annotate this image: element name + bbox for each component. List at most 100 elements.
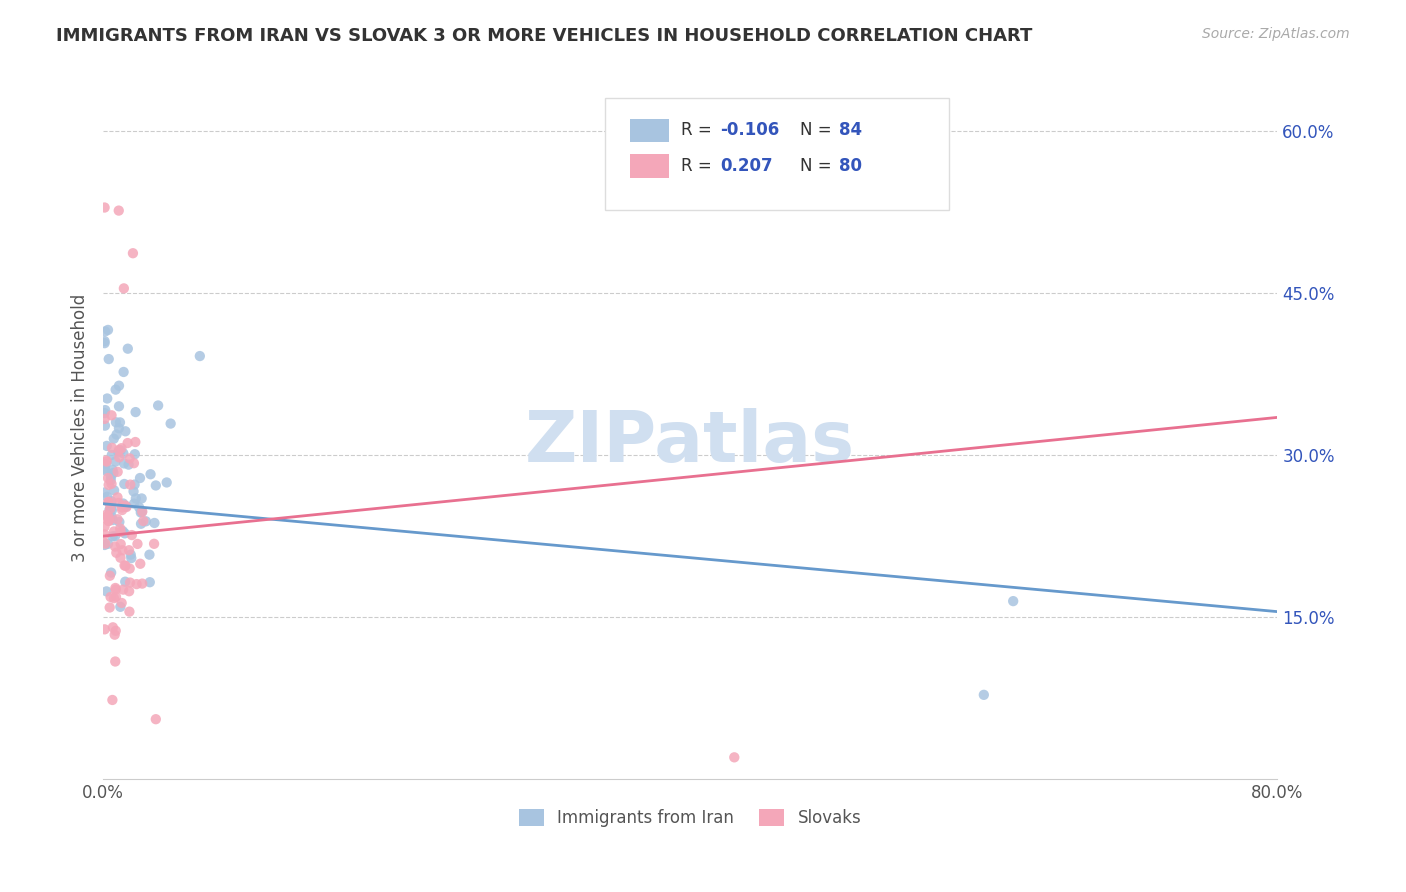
Point [100,509,122,524]
Point [93,412,115,426]
Point [110,537,132,551]
Point [108,421,131,435]
Point [114,558,136,573]
Point [111,503,134,517]
Point [107,203,129,218]
Point [104,540,127,554]
Point [111,596,134,610]
Point [104,529,127,543]
Point [122,246,145,260]
Text: ZIPatlas: ZIPatlas [526,408,855,476]
Point [100,590,122,604]
Point [120,548,142,562]
Point [124,435,146,450]
Point [104,655,127,669]
Point [101,513,124,527]
Point [96,490,118,504]
Point [118,575,141,590]
Text: -0.106: -0.106 [720,121,779,139]
Point [101,529,124,543]
Point [139,575,162,590]
Point [104,624,127,638]
Point [127,537,149,551]
Point [104,454,127,468]
Point [156,475,179,490]
Point [131,505,153,519]
Point [124,447,146,461]
Point [112,496,135,510]
Point [93,406,115,420]
Point [94,536,117,550]
Text: 84: 84 [839,121,862,139]
Point [103,524,125,539]
Text: 80: 80 [839,157,862,175]
Text: IMMIGRANTS FROM IRAN VS SLOVAK 3 OR MORE VEHICLES IN HOUSEHOLD CORRELATION CHART: IMMIGRANTS FROM IRAN VS SLOVAK 3 OR MORE… [56,27,1032,45]
Point [110,550,132,565]
Point [114,425,136,439]
Point [121,528,143,542]
Point [101,448,124,462]
Point [125,577,148,591]
Text: R =: R = [681,157,721,175]
Point [131,505,153,519]
Point [129,471,152,485]
Point [98,512,121,526]
Point [111,500,134,515]
Point [129,557,152,571]
Point [97,478,120,492]
Point [107,512,129,526]
Point [145,478,167,492]
Point [103,432,125,446]
Point [118,543,141,558]
Point [188,349,211,363]
Text: R =: R = [681,121,717,139]
Point [115,500,138,514]
Point [93,201,115,215]
Point [124,405,146,419]
Point [101,463,124,477]
Point [97,352,120,367]
Point [97,509,120,524]
Point [110,441,132,455]
Point [108,450,131,465]
Point [112,281,135,295]
Point [112,457,135,471]
Point [107,465,129,479]
Point [112,446,135,460]
Point [108,378,131,392]
Point [973,688,995,702]
Point [117,342,139,356]
Point [124,477,146,491]
Point [105,427,128,442]
Point [117,458,139,472]
Point [131,491,153,506]
Point [100,474,122,488]
Point [131,576,153,591]
Legend: Immigrants from Iran, Slovaks: Immigrants from Iran, Slovaks [512,802,868,834]
Point [98,502,121,516]
Point [112,365,135,379]
Point [138,548,160,562]
Point [125,491,148,506]
Point [118,584,141,599]
Point [101,503,124,517]
Point [104,582,127,597]
Point [111,543,134,558]
Point [93,538,115,552]
Text: N =: N = [800,121,837,139]
Point [101,693,124,707]
Point [122,456,145,470]
Point [122,497,145,511]
Point [96,584,118,599]
Point [118,561,141,575]
Text: N =: N = [800,157,837,175]
Point [128,500,150,515]
Point [110,524,132,539]
Point [114,574,136,589]
Point [112,477,135,491]
Point [100,476,122,491]
Point [114,558,136,573]
Point [723,750,745,764]
Point [104,628,127,642]
Point [96,509,118,524]
